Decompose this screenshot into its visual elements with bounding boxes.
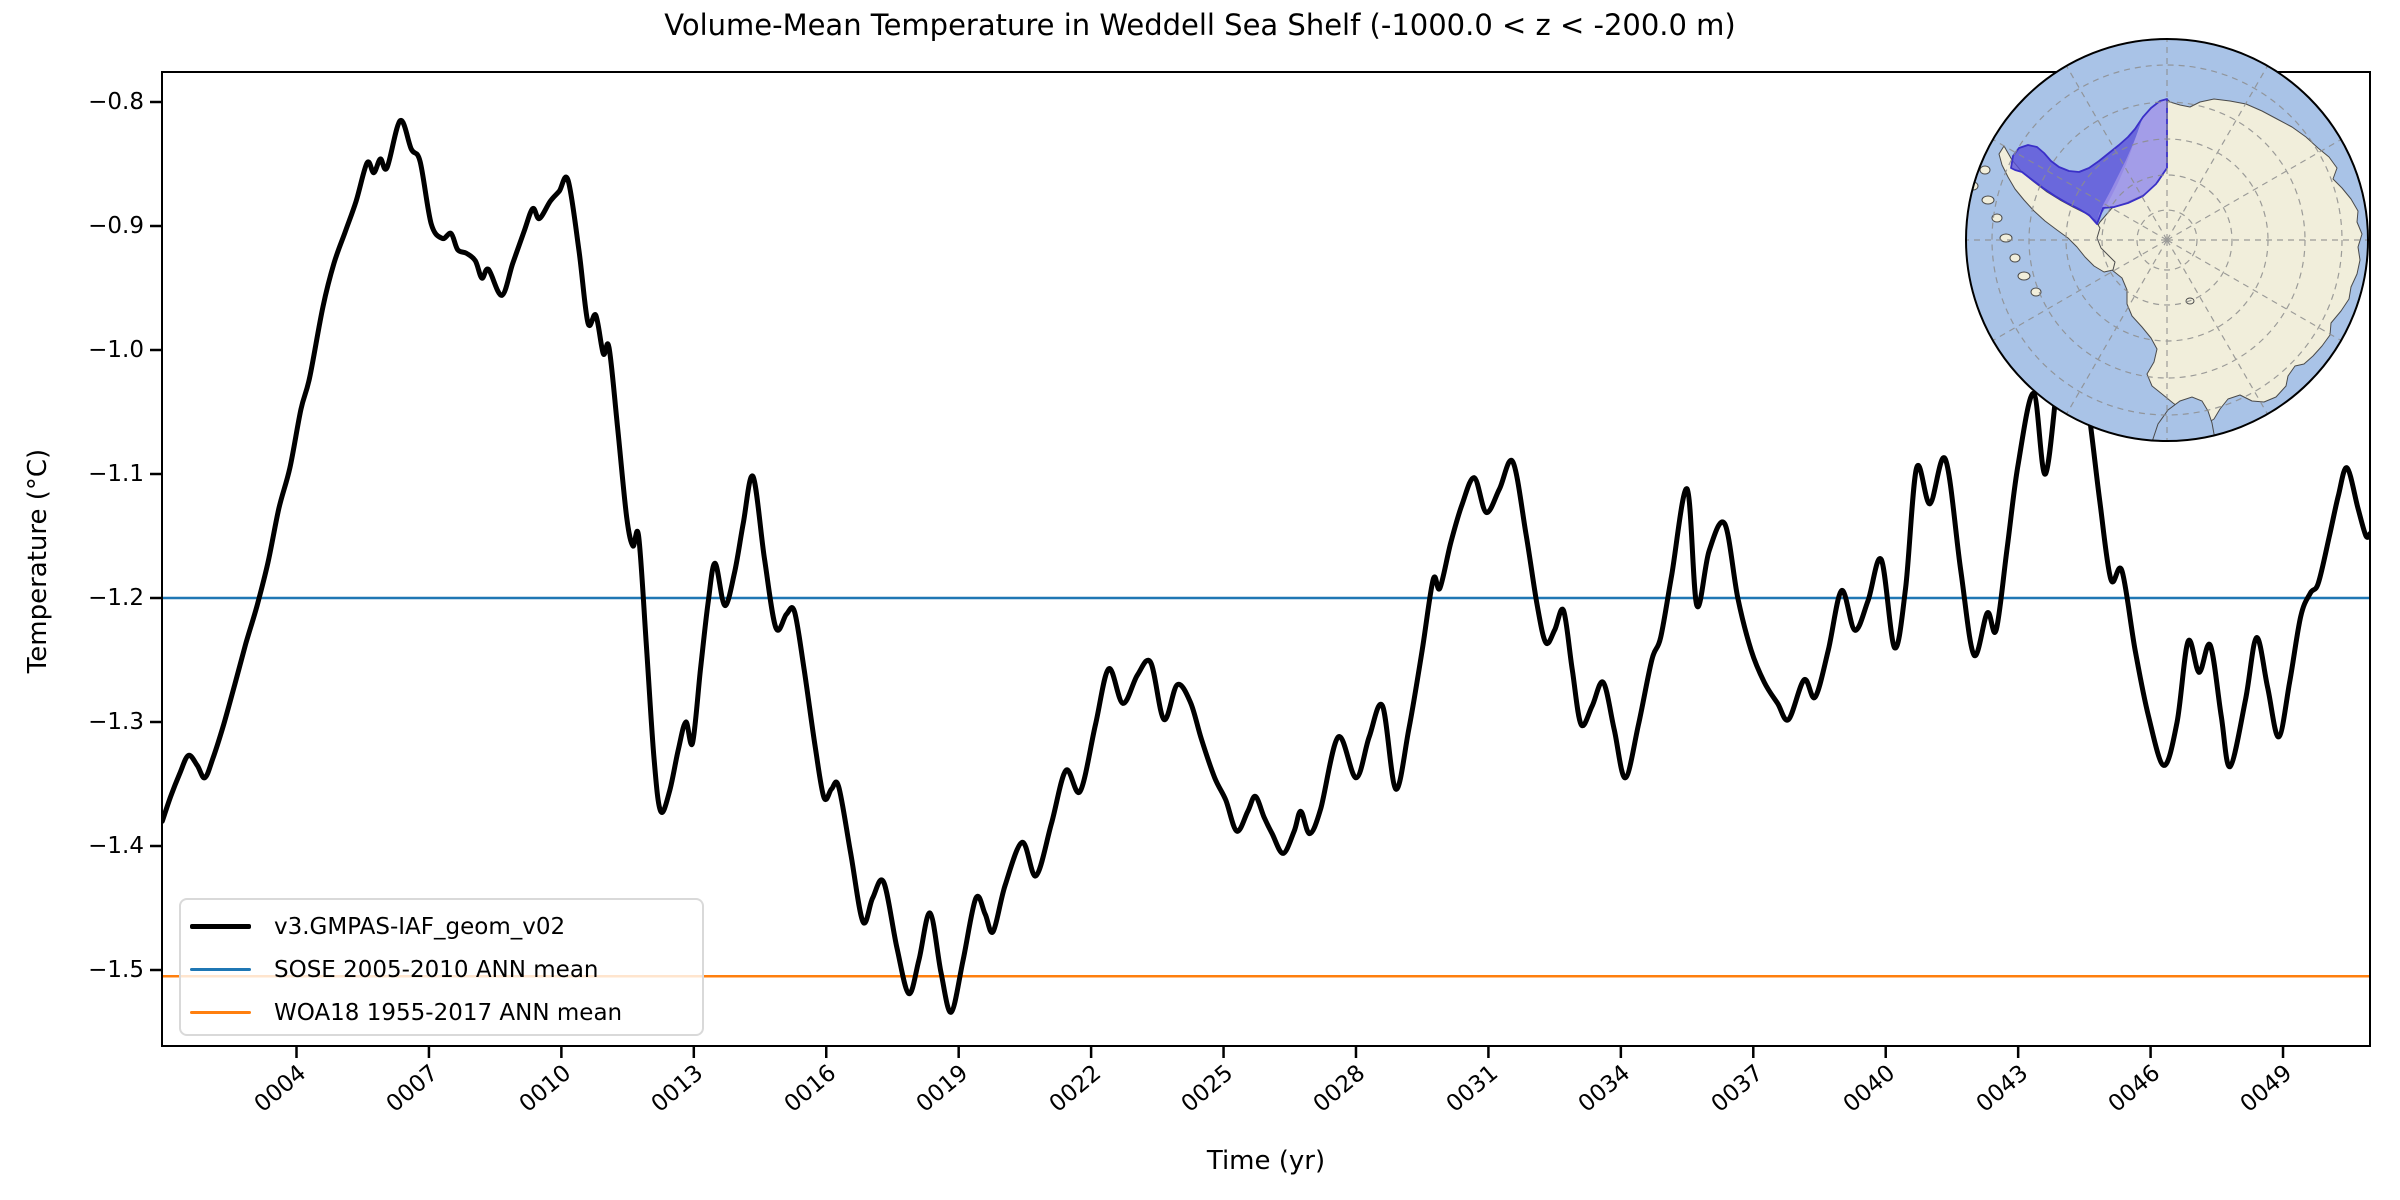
legend-label: WOA18 1955-2017 ANN mean — [274, 999, 623, 1026]
inset-border — [1965, 38, 2369, 442]
legend-label: v3.GMPAS-IAF_geom_v02 — [274, 913, 566, 940]
legend-entry: SOSE 2005-2010 ANN mean — [181, 948, 702, 991]
temperature-curve — [162, 118, 2370, 1015]
antarctica-inset-map — [1965, 38, 2369, 442]
x-axis-label: Time (yr) — [1206, 1146, 1326, 1176]
legend-line-swatch — [190, 924, 251, 929]
y-tick-label: −1.1 — [88, 461, 144, 487]
y-tick-label: −0.8 — [88, 89, 144, 115]
y-tick-label: −1.3 — [88, 709, 144, 735]
legend-entry: WOA18 1955-2017 ANN mean — [181, 991, 702, 1034]
y-tick-label: −1.4 — [88, 833, 144, 859]
y-axis-label: Temperature (°C) — [23, 448, 53, 674]
chart-title: Volume-Mean Temperature in Weddell Sea S… — [664, 8, 1736, 42]
y-tick-label: −1.2 — [88, 585, 144, 611]
legend-line-swatch — [190, 1011, 251, 1014]
weddell-region-light — [2097, 99, 2167, 222]
weddell-region-outline — [2010, 98, 2168, 225]
legend-label: SOSE 2005-2010 ANN mean — [274, 956, 599, 983]
y-tick-label: −1.5 — [88, 957, 144, 983]
axes-spines — [161, 71, 2371, 1047]
legend-box: v3.GMPAS-IAF_geom_v02 SOSE 2005-2010 ANN … — [179, 898, 704, 1036]
legend-line-swatch — [190, 968, 251, 971]
y-tick-label: −0.9 — [88, 213, 144, 239]
legend-entry: v3.GMPAS-IAF_geom_v02 — [181, 905, 702, 948]
y-tick-label: −1.0 — [88, 337, 144, 363]
axis-ticks — [150, 100, 2285, 1058]
inset-graticule — [1966, 39, 2368, 441]
